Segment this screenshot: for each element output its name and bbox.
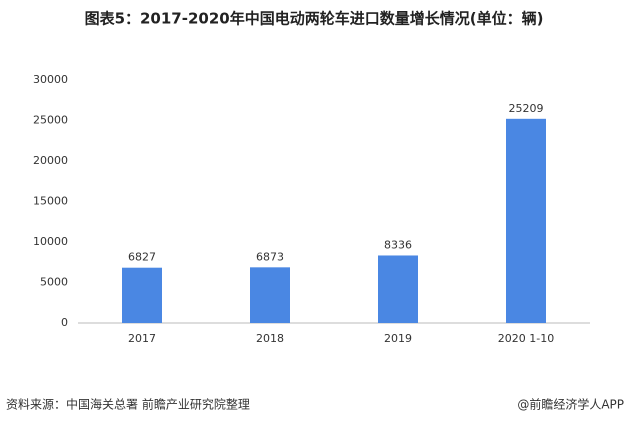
x-tick-label: 2019 (384, 332, 412, 345)
y-tick-label: 30000 (33, 73, 68, 86)
data-label: 6873 (256, 250, 284, 263)
chart-title: 图表5：2017-2020年中国电动两轮车进口数量增长情况(单位：辆) (85, 10, 544, 28)
y-tick-label: 5000 (40, 276, 68, 289)
y-tick-label: 15000 (33, 195, 68, 208)
data-label: 6827 (128, 251, 156, 264)
bar (378, 255, 418, 323)
y-tick-label: 25000 (33, 114, 68, 127)
bar (250, 267, 290, 323)
bar (122, 267, 162, 323)
y-tick-label: 20000 (33, 154, 68, 167)
data-label: 25209 (509, 102, 544, 115)
y-tick-label: 10000 (33, 235, 68, 248)
source: 资料来源：中国海关总署 前瞻产业研究院整理 (6, 397, 250, 412)
credit: @前瞻经济学人APP (517, 397, 624, 412)
x-tick-label: 2020 1-10 (498, 332, 554, 345)
x-tick-label: 2018 (256, 332, 284, 345)
y-tick-label: 0 (61, 316, 68, 329)
bar (506, 118, 546, 323)
data-label: 8336 (384, 238, 412, 251)
x-tick-label: 2017 (128, 332, 156, 345)
